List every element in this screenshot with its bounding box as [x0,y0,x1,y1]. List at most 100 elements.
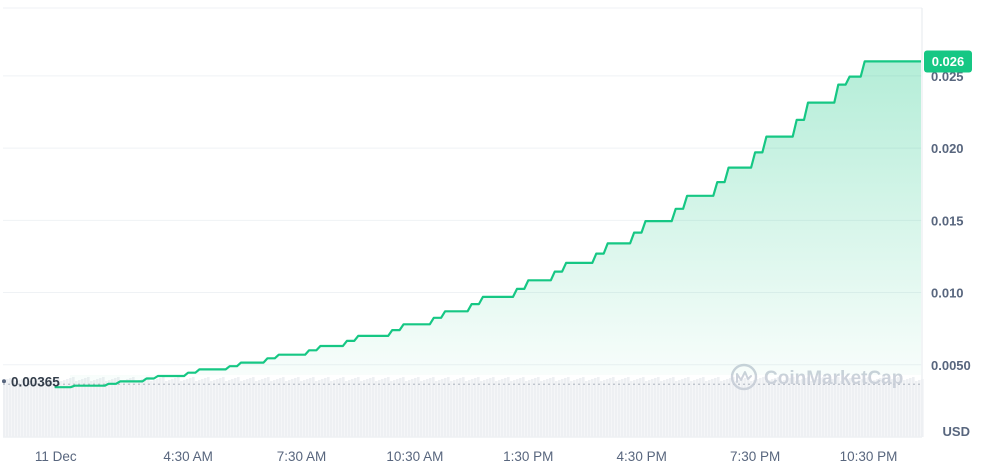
x-tick-label: 4:30 PM [617,449,667,464]
volume-bar [126,379,129,437]
volume-bar [21,379,24,437]
volume-bar [864,378,867,437]
volume-bar [759,378,762,437]
volume-bar [45,381,48,437]
volume-bar [921,379,924,437]
volume-bar [417,377,420,437]
volume-bar [753,380,756,437]
volume-bar [261,379,264,437]
volume-bar [564,378,567,437]
volume-bar [225,381,228,437]
volume-bar [414,378,417,437]
volume-bar [6,379,9,437]
volume-bar [579,378,582,437]
volume-bar [255,381,258,437]
volume-bar [615,381,618,437]
volume-bar [684,378,687,437]
volume-bar [738,380,741,437]
volume-bar [495,381,498,437]
volume-bar [756,379,759,437]
volume-bar [546,379,549,437]
volume-bar [513,380,516,437]
volume-bar [291,379,294,437]
volume-bar [351,379,354,437]
volume-bar [477,377,480,437]
volume-bar [396,379,399,437]
volume-bar [390,381,393,437]
volume-bar [792,377,795,437]
volume-bar [204,378,207,437]
volume-bar [141,379,144,437]
volume-bar [639,378,642,437]
volume-bar [132,377,135,437]
volume-bar [801,379,804,437]
volume-bar [243,380,246,437]
volume-bar [891,379,894,437]
volume-bar [96,379,99,437]
volume-bar [744,378,747,437]
volume-bar [327,377,330,437]
volume-bar [267,377,270,437]
volume-bar [111,379,114,437]
volume-bar [324,378,327,437]
volume-bar [399,378,402,437]
volume-bar [447,377,450,437]
volume-bar [834,378,837,437]
volume-bar [114,378,117,437]
volume-bar [771,379,774,437]
volume-bar [633,380,636,437]
volume-bar [294,378,297,437]
volume-bar [636,379,639,437]
volume-bar [600,381,603,437]
volume-bar [162,377,165,437]
volume-bar [384,378,387,437]
volume-bar [645,381,648,437]
volume-bar [15,381,18,437]
volume-bar [258,380,261,437]
volume-bar [438,380,441,437]
volume-bar [915,381,918,437]
volume-bar [270,381,273,437]
volume-bar [207,377,210,437]
volume-bar [555,381,558,437]
volume-bar [360,381,363,437]
volume-bar [51,379,54,437]
volume-bar [897,377,900,437]
volume-bar [105,381,108,437]
last-price-badge-background [924,50,972,73]
x-tick-label: 10:30 AM [386,449,443,464]
volume-bar [435,381,438,437]
volume-bar [12,377,15,437]
volume-bar [54,378,57,437]
volume-bar [681,379,684,437]
volume-bar [300,381,303,437]
volume-bar [861,379,864,437]
volume-bar [174,378,177,437]
volume-bar [129,378,132,437]
volume-bar [843,380,846,437]
volume-bar [489,378,492,437]
volume-bar [357,377,360,437]
volume-bar [237,377,240,437]
volume-bar [618,380,621,437]
volume-bar [99,378,102,437]
volume-bar [723,380,726,437]
volume-bar [666,379,669,437]
volume-bar [705,381,708,437]
volume-bar [279,378,282,437]
volume-bar [402,377,405,437]
volume-bar [369,378,372,437]
volume-bar [429,378,432,437]
volume-bar [894,378,897,437]
volume-bar [9,378,12,437]
volume-bar [330,381,333,437]
volume-bar [687,377,690,437]
volume-bar [405,381,408,437]
volume-bar [609,378,612,437]
volume-bar [621,379,624,437]
volume-bar [66,379,69,437]
volume-bar [717,377,720,437]
volume-bar [699,378,702,437]
volume-bar [504,378,507,437]
volume-bar [543,380,546,437]
